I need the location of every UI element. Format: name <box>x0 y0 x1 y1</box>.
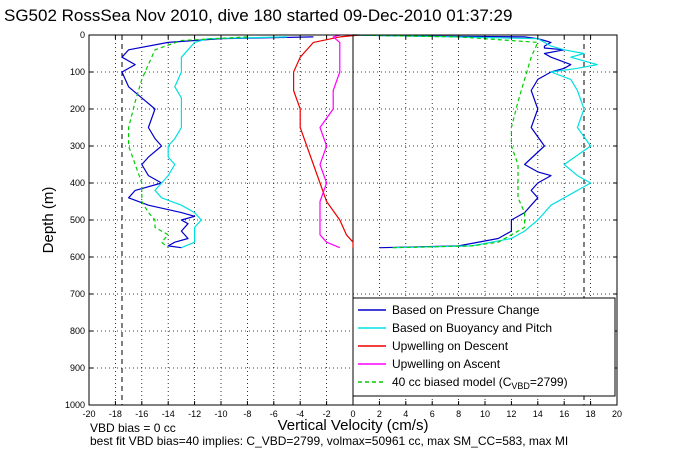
series-line <box>352 34 598 249</box>
y-tick-label: 900 <box>70 363 85 373</box>
x-tick-label: 20 <box>612 409 622 419</box>
legend-label: Upwelling on Ascent <box>392 357 501 371</box>
x-tick-label: 14 <box>533 409 543 419</box>
x-tick-label: 8 <box>456 409 461 419</box>
y-tick-label: 0 <box>80 30 85 40</box>
legend-label: Based on Buoyancy and Pitch <box>392 321 552 335</box>
legend-box <box>352 297 616 397</box>
x-tick-label: -2 <box>323 409 331 419</box>
legend-label: 40 cc biased model (CVBD=2799) <box>392 375 568 391</box>
x-tick-label: -14 <box>162 409 175 419</box>
y-tick-label: 600 <box>70 252 85 262</box>
x-tick-label: 10 <box>480 409 490 419</box>
y-tick-label: 400 <box>70 178 85 188</box>
series-line <box>352 34 572 249</box>
legend-label: Based on Pressure Change <box>392 303 540 317</box>
series-line <box>293 34 360 248</box>
x-axis-ticks: -20 -18 -16 -14 -12 -10 -8 -6 -4 -2 0 2 4 6 8 10 12 14 16 1… <box>82 35 622 419</box>
x-tick-label: 6 <box>430 409 435 419</box>
series-line <box>154 36 288 249</box>
x-tick-label: -8 <box>243 409 251 419</box>
x-tick-label: -10 <box>214 409 227 419</box>
x-tick-label: 16 <box>559 409 569 419</box>
series-group <box>121 34 598 249</box>
x-tick-label: -12 <box>188 409 201 419</box>
series-line <box>319 34 341 249</box>
y-tick-label: 200 <box>70 104 85 114</box>
x-tick-label: -16 <box>135 409 148 419</box>
annotation-fit: best fit VBD bias=40 implies: C_VBD=2799… <box>90 434 568 448</box>
y-axis-ticks: 0 100 200 300 400 500 600 700 800 900 1000 <box>65 30 617 410</box>
x-axis-label: Vertical Velocity (cm/s) <box>278 417 429 434</box>
y-axis-label: Depth (m) <box>40 187 57 254</box>
x-tick-label: 4 <box>403 409 408 419</box>
y-tick-label: 1000 <box>65 400 85 410</box>
x-tick-label: -4 <box>296 409 304 419</box>
series-line <box>128 36 248 249</box>
y-tick-label: 700 <box>70 289 85 299</box>
x-tick-label: -20 <box>82 409 95 419</box>
x-tick-label: -18 <box>109 409 122 419</box>
x-tick-label: 18 <box>586 409 596 419</box>
y-tick-label: 100 <box>70 67 85 77</box>
x-tick-label: -6 <box>270 409 278 419</box>
chart-title: SG502 RossSea Nov 2010, dive 180 started… <box>4 6 512 25</box>
x-tick-label: 12 <box>506 409 516 419</box>
y-tick-label: 300 <box>70 141 85 151</box>
legend: Based on Pressure Change Based on Buoyanc… <box>352 297 616 397</box>
y-tick-label: 500 <box>70 215 85 225</box>
annotation-bias: VBD bias = 0 cc <box>90 421 176 435</box>
x-tick-label: 0 <box>350 409 355 419</box>
x-tick-label: 2 <box>377 409 382 419</box>
series-line <box>121 36 314 249</box>
legend-label: Upwelling on Descent <box>392 339 509 353</box>
series-line <box>352 34 539 249</box>
y-tick-label: 800 <box>70 326 85 336</box>
